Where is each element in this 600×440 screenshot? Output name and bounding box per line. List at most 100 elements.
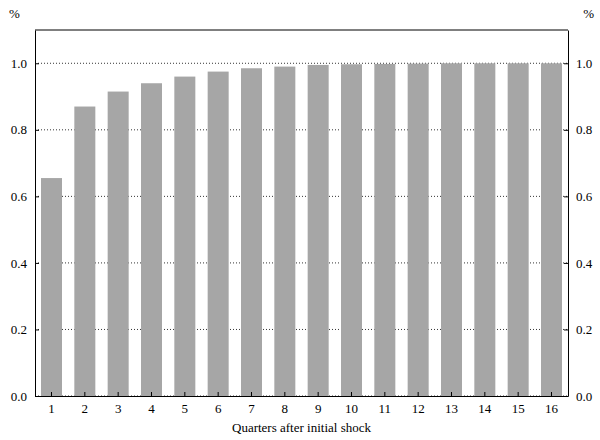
- tick: 15: [512, 392, 525, 416]
- tick-mark: [551, 392, 552, 396]
- tick-label: 6: [215, 401, 222, 416]
- tick: 1.0: [11, 56, 39, 71]
- tick-mark: [564, 130, 568, 131]
- tick-mark: [218, 392, 219, 396]
- tick: 6: [215, 392, 222, 416]
- tick-mark: [151, 392, 152, 396]
- grid: [35, 63, 568, 396]
- tick: 4: [148, 392, 155, 416]
- tick-mark: [318, 392, 319, 396]
- y-axis-left: 0.0 0.2 0.4 0.6 0.8 1.0: [11, 31, 39, 404]
- plot: 0.00.20.40.60.81.00.00.20.40.60.81.01234…: [11, 30, 593, 416]
- tick-label: 0.6: [11, 189, 28, 204]
- tick-label: 4: [148, 401, 155, 416]
- x-axis-label: Quarters after initial shock: [232, 420, 371, 435]
- tick-mark: [251, 392, 252, 396]
- tick: 0.8: [11, 122, 39, 137]
- bar: [108, 92, 129, 396]
- tick-mark: [451, 392, 452, 396]
- bar: [408, 64, 429, 396]
- bar: [41, 178, 62, 396]
- tick-label: 8: [282, 401, 289, 416]
- tick-label: 1.0: [11, 56, 27, 71]
- tick-label: 1: [48, 401, 55, 416]
- tick: 16: [545, 392, 559, 416]
- tick-mark: [384, 392, 385, 396]
- tick-label: 13: [445, 401, 458, 416]
- tick-label: 0.2: [576, 322, 592, 337]
- tick-mark: [284, 392, 285, 396]
- tick: 5: [182, 392, 189, 416]
- tick: 13: [445, 392, 458, 416]
- tick-label: 10: [345, 401, 358, 416]
- bar: [541, 63, 562, 396]
- tick-label: 15: [512, 401, 525, 416]
- tick: 0.8: [564, 122, 592, 137]
- bar: [508, 63, 529, 396]
- tick-label: 14: [478, 401, 492, 416]
- bar: [208, 72, 229, 396]
- tick: 8: [282, 392, 289, 416]
- tick-mark: [564, 196, 568, 197]
- y-unit-label: %: [583, 6, 594, 21]
- axis-line: [35, 31, 36, 397]
- tick: 0.6: [11, 189, 39, 204]
- tick: 3: [115, 392, 122, 416]
- tick-label: 1.0: [576, 56, 592, 71]
- tick-label: 11: [379, 401, 392, 416]
- tick-mark: [564, 329, 568, 330]
- bar: [308, 65, 329, 396]
- bar: [74, 107, 95, 396]
- bar: [441, 63, 462, 396]
- tick-mark: [564, 263, 568, 264]
- tick: 11: [379, 392, 392, 416]
- tick-label: 3: [115, 401, 122, 416]
- tick: 0.6: [564, 189, 593, 204]
- bar: [274, 67, 295, 396]
- bar: [341, 64, 362, 396]
- tick: 9: [315, 392, 322, 416]
- tick: 0.4: [11, 256, 39, 271]
- chart: 0.00.20.40.60.81.00.00.20.40.60.81.01234…: [0, 0, 600, 440]
- tick: 0.2: [564, 322, 592, 337]
- tick-mark: [118, 392, 119, 396]
- tick-mark: [35, 130, 39, 131]
- bar: [174, 77, 195, 396]
- tick-mark: [518, 392, 519, 396]
- tick-mark: [35, 196, 39, 197]
- tick: 0.2: [11, 322, 39, 337]
- tick: 0.4: [564, 256, 593, 271]
- tick-label: 0.0: [576, 389, 592, 404]
- bar: [141, 83, 162, 396]
- tick-mark: [51, 392, 52, 396]
- tick-label: 0.2: [11, 322, 27, 337]
- tick-mark: [35, 263, 39, 264]
- tick-label: 9: [315, 401, 322, 416]
- x-axis: 12345678910111213141516: [36, 392, 569, 416]
- tick: 0.0: [11, 389, 39, 404]
- tick-label: 0.4: [576, 256, 593, 271]
- tick: 14: [478, 392, 492, 416]
- tick: 10: [345, 392, 358, 416]
- axis-line: [568, 31, 569, 397]
- tick-mark: [184, 392, 185, 396]
- y-axis-right: 0.0 0.2 0.4 0.6 0.8 1.0: [564, 31, 593, 404]
- bar: [374, 64, 395, 396]
- tick-label: 0.4: [11, 256, 28, 271]
- tick-mark: [484, 392, 485, 396]
- tick-mark: [35, 329, 39, 330]
- tick-label: 16: [545, 401, 559, 416]
- tick-label: 0.8: [11, 122, 27, 137]
- tick-mark: [35, 63, 39, 64]
- tick-label: 12: [412, 401, 425, 416]
- tick-mark: [351, 392, 352, 396]
- bars: [41, 63, 562, 396]
- tick: 1.0: [564, 56, 592, 71]
- tick-mark: [84, 392, 85, 396]
- bar: [241, 68, 262, 396]
- tick: 12: [412, 392, 425, 416]
- tick: 2: [82, 392, 89, 416]
- tick: 7: [248, 392, 255, 416]
- frame: [35, 30, 568, 31]
- tick-label: 7: [248, 401, 255, 416]
